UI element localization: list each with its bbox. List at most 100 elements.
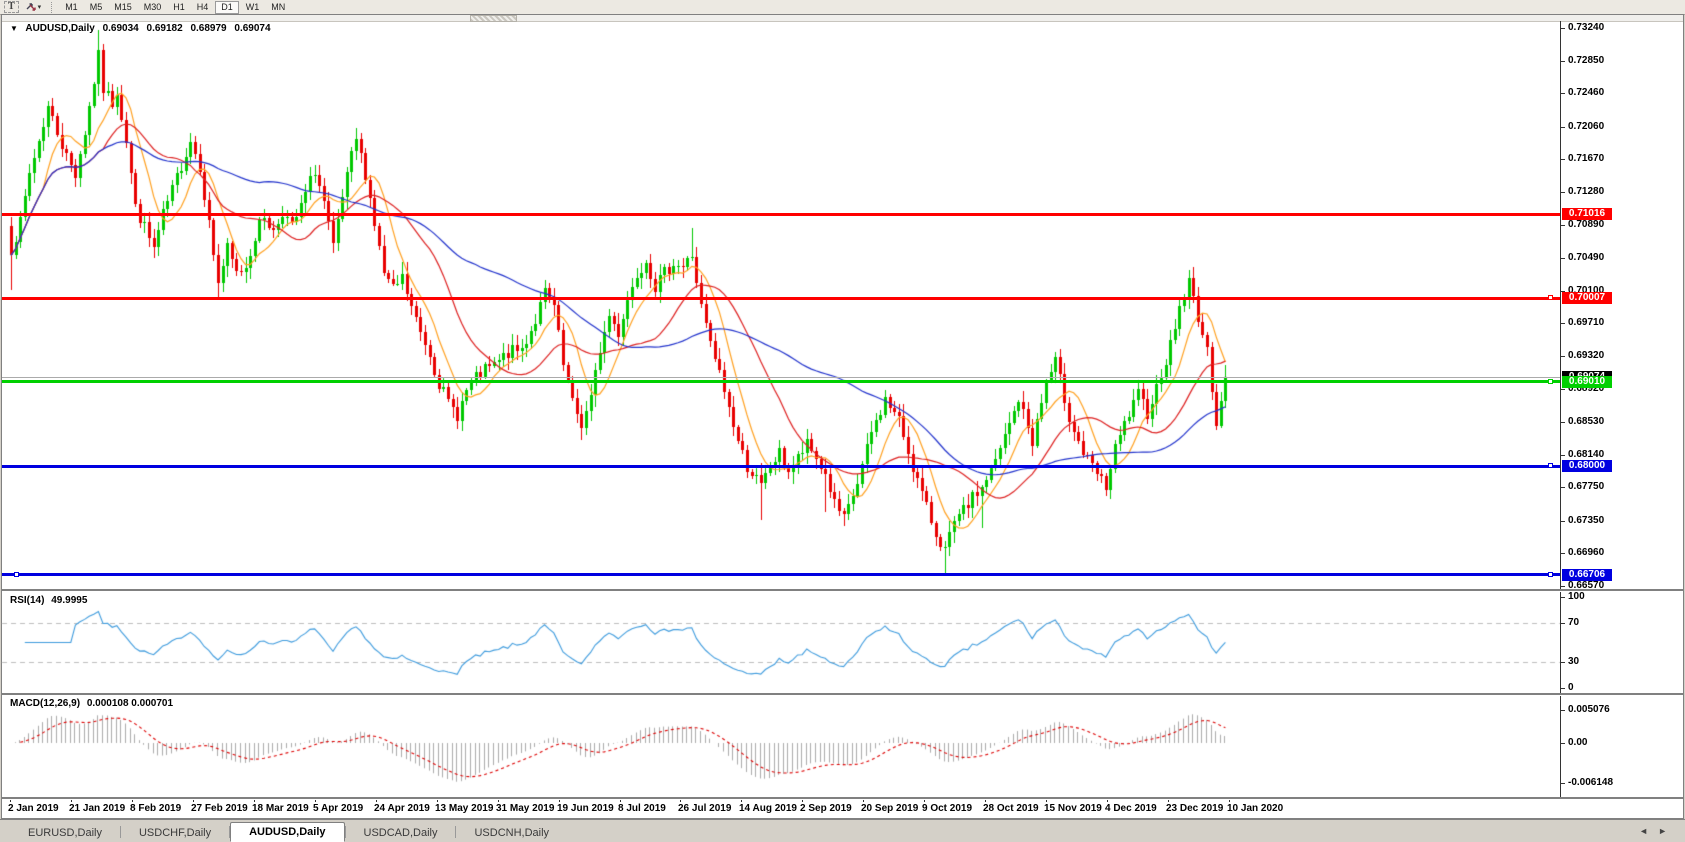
price-tick-label: 0.66570 — [1568, 580, 1605, 591]
tab-scroll-arrows: ◄► — [1639, 826, 1677, 836]
pane-separator-main-rsi[interactable] — [2, 589, 1683, 592]
tab-audusd[interactable]: AUDUSD,Daily — [230, 822, 345, 842]
price-tick-label: 0.68920 — [1568, 383, 1605, 395]
hline-0.70007[interactable] — [2, 297, 1560, 300]
date-label: 23 Dec 2019 — [1166, 803, 1224, 814]
date-tick — [559, 799, 560, 802]
price-tick-label: 0.67350 — [1568, 514, 1605, 526]
date-tick — [802, 799, 803, 802]
high-value: 0.69182 — [146, 23, 183, 34]
pane-separator-macd-dates — [2, 797, 1683, 800]
current-price-line — [2, 377, 1560, 378]
hline-handle[interactable] — [14, 572, 19, 577]
date-tick — [132, 799, 133, 802]
price-tick-dash — [1560, 454, 1565, 456]
price-tick-dash — [1560, 389, 1565, 391]
date-tick — [1046, 799, 1047, 802]
date-tick — [254, 799, 255, 802]
price-tick-dash — [1560, 28, 1565, 29]
hline-0.69010[interactable] — [2, 380, 1560, 383]
rsi-tick-dash — [1560, 597, 1565, 598]
tab-divider — [229, 826, 231, 838]
date-label: 31 May 2019 — [496, 803, 555, 814]
tab-scroll-left-icon[interactable]: ◄ — [1639, 826, 1659, 836]
tab-usdcnh[interactable]: USDCNH,Daily — [474, 827, 550, 839]
collapse-indicator-icon[interactable]: ▼ — [10, 24, 18, 33]
price-tick-dash — [1560, 355, 1565, 357]
pane-separator-rsi-macd[interactable] — [2, 693, 1683, 696]
tab-eurusd[interactable]: EURUSD,Daily — [28, 827, 102, 839]
price-tick-dash — [1560, 323, 1565, 325]
date-tick — [1107, 799, 1108, 802]
date-tick — [924, 799, 925, 802]
low-value: 0.68979 — [190, 23, 227, 34]
price-level-badge-0.70007: 0.70007 — [1562, 292, 1612, 304]
date-tick — [1229, 799, 1230, 802]
date-label: 9 Oct 2019 — [922, 803, 973, 814]
tab-usdchf[interactable]: USDCHF,Daily — [138, 827, 212, 839]
price-tick-dash — [1560, 422, 1565, 424]
open-value: 0.69034 — [102, 23, 139, 34]
date-label: 8 Feb 2019 — [130, 803, 182, 814]
tab-divider — [455, 826, 457, 838]
date-label: 20 Sep 2019 — [861, 803, 919, 814]
symbol-label: AUDUSD,Daily — [25, 23, 95, 34]
price-tick-label: 0.73240 — [1568, 22, 1605, 33]
date-tick — [741, 799, 742, 802]
date-label: 5 Apr 2019 — [313, 803, 364, 814]
tab-divider — [119, 826, 121, 838]
price-axis-line — [1560, 21, 1561, 799]
date-tick — [498, 799, 499, 802]
date-tick — [376, 799, 377, 802]
tab-usdcad[interactable]: USDCAD,Daily — [363, 827, 438, 839]
price-tick-dash — [1560, 258, 1565, 260]
price-level-badge-0.66706: 0.66706 — [1562, 569, 1612, 581]
rsi-tick-dash — [1560, 623, 1565, 624]
date-label: 4 Dec 2019 — [1105, 803, 1157, 814]
hline-handle[interactable] — [1548, 463, 1553, 468]
price-tick-dash — [1560, 553, 1565, 555]
macd-tick-dash — [1560, 743, 1565, 744]
macd-name: MACD(12,26,9) — [10, 698, 81, 709]
macd-tick-dash — [1560, 710, 1565, 711]
hline-0.66706[interactable] — [2, 573, 1560, 576]
hline-handle[interactable] — [1548, 379, 1553, 384]
price-tick-label: 0.66960 — [1568, 547, 1605, 559]
hline-handle[interactable] — [1548, 295, 1553, 300]
date-label: 10 Jan 2020 — [1227, 803, 1284, 814]
price-tick-dash — [1560, 159, 1565, 161]
date-tick — [620, 799, 621, 802]
date-tick — [437, 799, 438, 802]
date-tick — [863, 799, 864, 802]
date-label: 14 Aug 2019 — [739, 803, 797, 814]
price-tick-label: 0.72850 — [1568, 54, 1605, 66]
price-level-badge-0.68000: 0.68000 — [1562, 460, 1612, 472]
chart-ohlc-header: ▼ AUDUSD,Daily 0.69034 0.69182 0.68979 0… — [10, 23, 276, 34]
rsi-tick-dash — [1560, 662, 1565, 663]
date-label: 24 Apr 2019 — [374, 803, 430, 814]
price-tick-label: 0.70100 — [1568, 284, 1605, 296]
rsi-tick-label: 0 — [1568, 682, 1574, 693]
rsi-tick-label: 70 — [1568, 617, 1580, 628]
hline-0.71016[interactable] — [2, 213, 1560, 216]
price-tick-label: 0.70890 — [1568, 218, 1605, 230]
price-tick-dash — [1560, 290, 1565, 292]
rsi-tick-label: 100 — [1568, 591, 1585, 602]
price-tick-label: 0.67750 — [1568, 481, 1605, 493]
date-label: 15 Nov 2019 — [1044, 803, 1102, 814]
hline-handle[interactable] — [1548, 572, 1553, 577]
macd-tick-dash — [1560, 783, 1565, 784]
close-value: 0.69074 — [234, 23, 271, 34]
date-label: 27 Feb 2019 — [191, 803, 248, 814]
hline-0.68000[interactable] — [2, 465, 1560, 468]
price-tick-dash — [1560, 126, 1565, 128]
tab-divider — [344, 826, 346, 838]
tab-scroll-right-icon[interactable]: ► — [1658, 826, 1677, 836]
macd-values: 0.000108 0.000701 — [86, 698, 174, 709]
price-tick-label: 0.68140 — [1568, 448, 1605, 460]
date-label: 13 May 2019 — [435, 803, 494, 814]
price-tick-label: 0.68530 — [1568, 416, 1605, 428]
macd-tick-label: 0.005076 — [1568, 704, 1610, 715]
price-tick-dash — [1560, 60, 1565, 62]
